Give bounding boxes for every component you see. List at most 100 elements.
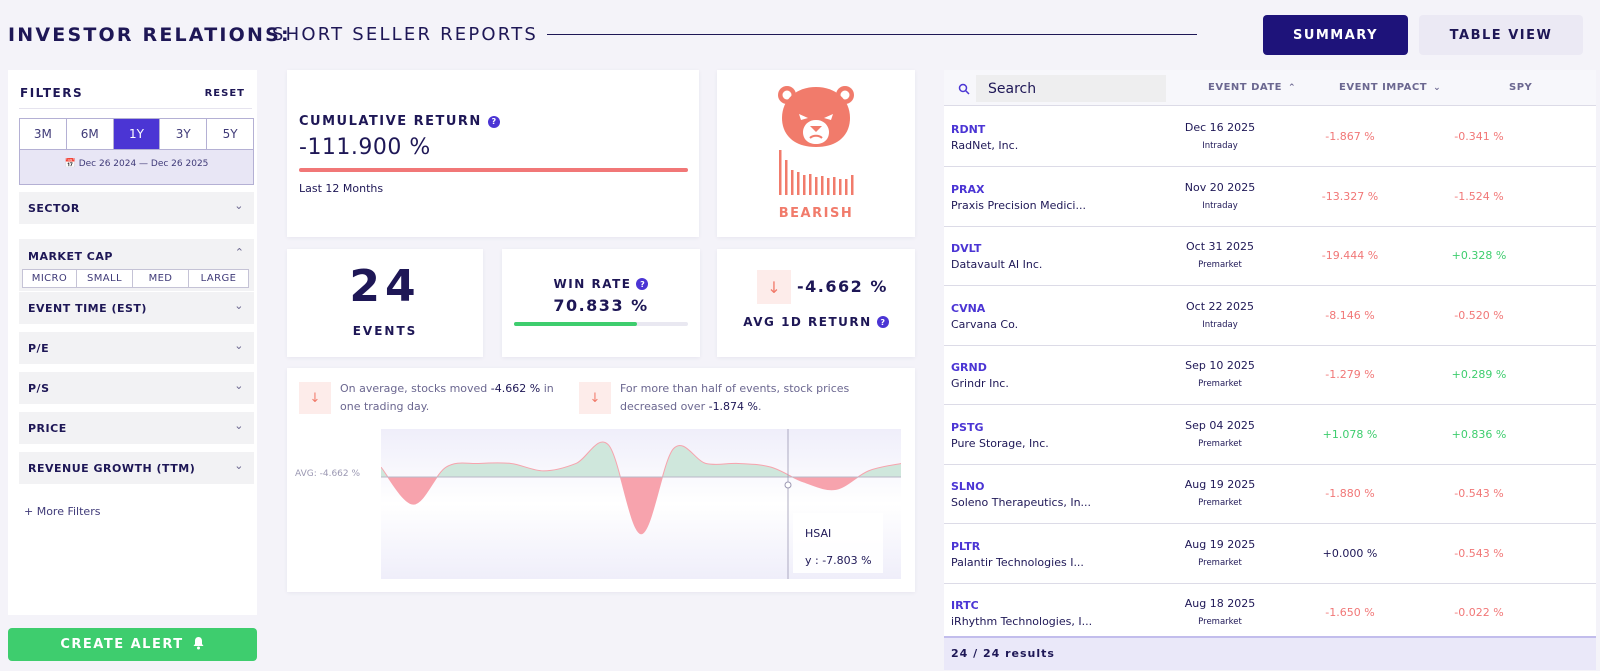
table-row[interactable]: RDNT RadNet, Inc. Dec 16 2025 Intraday -1.86… (944, 107, 1596, 167)
table-row[interactable]: PRAX Praxis Precision Medici... Nov 20 202… (944, 167, 1596, 227)
row-date: Oct 31 2025 (1185, 240, 1254, 253)
row-ticker[interactable]: RDNT (951, 123, 986, 136)
table-view-button[interactable]: TABLE VIEW (1419, 15, 1583, 55)
more-filters-link[interactable]: + More Filters (24, 505, 101, 518)
insight-median-post: . (758, 400, 762, 413)
table-row[interactable]: DVLT Datavault AI Inc. Oct 31 2025 Premarke… (944, 226, 1596, 286)
insight-average-pre: On average, stocks moved (340, 382, 491, 395)
cumulative-return-value: -111.900 % (299, 135, 431, 160)
search-input[interactable]: Search (976, 75, 1166, 102)
period-3m[interactable]: 3M (20, 119, 67, 149)
row-spy: -0.022 % (1454, 606, 1504, 619)
avg-return-label: AVG 1D RETURN (743, 315, 872, 329)
date-range-text: Dec 26 2024 — Dec 26 2025 (78, 159, 209, 169)
filters-title: FILTERS (20, 86, 84, 100)
event-impact-chart[interactable] (381, 429, 901, 579)
period-selector: 3M 6M 1Y 3Y 5Y 📅 Dec 26 2024 — Dec 26 2025 (19, 118, 254, 185)
row-spy: +0.289 % (1451, 368, 1507, 381)
table-footer: 24 / 24 results (944, 636, 1596, 670)
hover-point (784, 481, 792, 489)
row-date: Oct 22 2025 (1185, 299, 1254, 313)
row-ticker[interactable]: GRND (951, 361, 987, 374)
calendar-icon: 📅 (64, 159, 76, 169)
row-date: Aug 19 2025 (1184, 478, 1256, 491)
row-spy: -0.543 % (1454, 546, 1504, 560)
reset-button[interactable]: RESET (204, 88, 245, 99)
page-title: INVESTOR RELATIONS: (8, 24, 291, 46)
event-time-label: EVENT TIME (EST) (28, 302, 147, 315)
row-ticker[interactable]: IRTC (951, 599, 979, 612)
chevron-down-icon: ⌄ (234, 379, 244, 392)
row-time: Intraday (1202, 141, 1238, 151)
market-cap-label: MARKET CAP (28, 250, 113, 263)
row-time: Premarket (1198, 379, 1242, 389)
summary-button[interactable]: SUMMARY (1263, 15, 1408, 55)
help-icon[interactable]: ? (487, 115, 500, 128)
period-6m[interactable]: 6M (67, 119, 114, 149)
avg-axis-label: AVG: -4.662 % (295, 469, 361, 479)
market-cap-small[interactable]: SMALL (76, 269, 133, 288)
row-ticker[interactable]: DVLT (951, 242, 982, 255)
date-range[interactable]: 📅 Dec 26 2024 — Dec 26 2025 (20, 159, 253, 169)
table-row[interactable]: SLNO Soleno Therapeutics, In... Aug 19 202… (944, 464, 1596, 524)
help-icon[interactable]: ? (636, 278, 649, 290)
pe-filter[interactable]: P/E ⌄ (19, 332, 254, 364)
market-cap-filter[interactable]: MARKET CAP ⌃ MICRO SMALL MED LARGE (19, 239, 254, 291)
pe-label: P/E (28, 342, 50, 355)
table-row[interactable]: PLTR Palantir Technologies I... Aug 19 202… (944, 524, 1596, 584)
row-company: Grindr Inc. (951, 377, 1009, 390)
row-date: Sep 10 2025 (1185, 359, 1255, 372)
period-3y[interactable]: 3Y (160, 119, 208, 149)
win-rate-value: 70.833 % (553, 296, 649, 315)
row-ticker[interactable]: CVNA (951, 301, 986, 315)
price-filter[interactable]: PRICE ⌄ (19, 412, 254, 444)
row-company: Soleno Therapeutics, In... (951, 496, 1092, 509)
period-5y[interactable]: 5Y (222, 127, 238, 141)
row-impact: +0.000 % (1322, 546, 1378, 560)
table-row[interactable]: GRND Grindr Inc. Sep 10 2025 Premarket -1.27… (944, 345, 1596, 405)
revenue-growth-filter[interactable]: REVENUE GROWTH (TTM) ⌄ (19, 452, 254, 484)
row-time: Premarket (1198, 260, 1242, 270)
table-row[interactable]: CVNA Carvana Co. Oct 22 2025 Intraday -8.146… (944, 286, 1596, 346)
market-cap-micro[interactable]: MICRO (22, 269, 77, 288)
events-label: EVENTS (352, 324, 418, 338)
help-icon[interactable]: ? (876, 316, 889, 328)
row-spy: -1.524 % (1454, 189, 1504, 203)
market-cap-med[interactable]: MED (132, 269, 189, 288)
row-ticker[interactable]: PLTR (951, 539, 981, 553)
create-alert-label: CREATE ALERT (60, 637, 184, 652)
results-count: 24 / 24 results (951, 647, 1055, 660)
row-time: Premarket (1198, 617, 1242, 627)
market-cap-large[interactable]: LARGE (188, 269, 249, 288)
events-table: Search EVENT DATE ⌃ EVENT IMPACT ⌄ SPY RDN… (944, 70, 1596, 670)
chevron-down-icon: ⌄ (234, 199, 244, 212)
ps-label: P/S (28, 382, 50, 395)
create-alert-button[interactable]: CREATE ALERT (8, 628, 257, 661)
tooltip-value: y : -7.803 % (805, 554, 872, 567)
table-row[interactable]: PSTG Pure Storage, Inc. Sep 04 2025 Premark… (944, 405, 1596, 465)
row-company: Palantir Technologies I... (951, 555, 1084, 569)
period-1y[interactable]: 1Y (113, 119, 161, 149)
col-spy-label: SPY (1509, 82, 1533, 93)
row-date: Dec 16 2025 (1184, 121, 1256, 134)
ps-filter[interactable]: P/S ⌄ (19, 372, 254, 404)
row-impact: -1.650 % (1325, 606, 1375, 619)
row-ticker[interactable]: PSTG (951, 420, 984, 434)
row-ticker[interactable]: SLNO (951, 480, 985, 493)
row-ticker[interactable]: PRAX (951, 182, 985, 196)
row-spy: -0.543 % (1454, 487, 1504, 500)
col-spy[interactable]: SPY (1509, 82, 1532, 93)
sector-filter[interactable]: SECTOR ⌄ (19, 192, 254, 224)
row-time: Premarket (1198, 438, 1242, 449)
event-time-filter[interactable]: EVENT TIME (EST) ⌄ (19, 292, 254, 324)
tooltip-box (793, 513, 883, 573)
avg-return-value: -4.662 % (797, 277, 888, 296)
row-spy: -0.341 % (1454, 130, 1504, 143)
col-event-date[interactable]: EVENT DATE ⌃ (1208, 82, 1296, 93)
row-company: Datavault AI Inc. (951, 258, 1043, 271)
distribution-card: ↓ On average, stocks moved -4.662 % in o… (287, 368, 915, 592)
chevron-up-icon: ⌃ (234, 246, 244, 259)
table-row[interactable]: IRTC iRhythm Technologies, I... Aug 18 202… (944, 583, 1596, 643)
row-impact: +1.078 % (1322, 427, 1378, 441)
col-event-impact[interactable]: EVENT IMPACT ⌄ (1339, 82, 1441, 93)
